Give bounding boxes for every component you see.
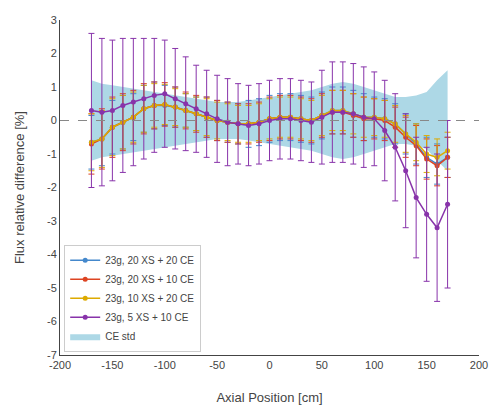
svg-text:0: 0 <box>51 114 57 126</box>
svg-text:200: 200 <box>470 359 488 371</box>
svg-text:-100: -100 <box>154 359 176 371</box>
svg-text:-1: -1 <box>47 148 57 160</box>
svg-text:150: 150 <box>417 359 435 371</box>
svg-text:100: 100 <box>365 359 383 371</box>
svg-text:50: 50 <box>316 359 328 371</box>
svg-text:CE std: CE std <box>105 331 135 342</box>
svg-text:-5: -5 <box>47 282 57 294</box>
svg-text:23g, 10 XS + 20 CE: 23g, 10 XS + 20 CE <box>105 293 194 304</box>
svg-text:-2: -2 <box>47 181 57 193</box>
svg-text:-50: -50 <box>209 359 225 371</box>
svg-text:0: 0 <box>266 359 272 371</box>
svg-text:-6: -6 <box>47 315 57 327</box>
svg-text:-150: -150 <box>101 359 123 371</box>
svg-text:23g, 20 XS + 10 CE: 23g, 20 XS + 10 CE <box>105 274 194 285</box>
svg-text:3: 3 <box>51 14 57 26</box>
svg-text:Axial Position [cm]: Axial Position [cm] <box>216 390 322 405</box>
svg-text:-3: -3 <box>47 215 57 227</box>
svg-text:Flux relative difference [%]: Flux relative difference [%] <box>12 111 27 264</box>
svg-text:23g, 20 XS + 20 CE: 23g, 20 XS + 20 CE <box>105 255 194 266</box>
svg-text:23g, 5 XS + 10 CE: 23g, 5 XS + 10 CE <box>105 312 188 323</box>
svg-text:-4: -4 <box>47 248 57 260</box>
svg-text:2: 2 <box>51 47 57 59</box>
svg-text:1: 1 <box>51 81 57 93</box>
svg-text:-7: -7 <box>47 349 57 361</box>
svg-text:-200: -200 <box>49 359 71 371</box>
